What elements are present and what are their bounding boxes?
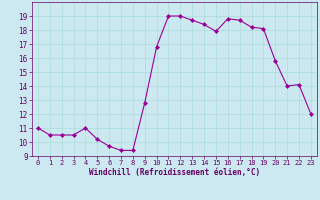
X-axis label: Windchill (Refroidissement éolien,°C): Windchill (Refroidissement éolien,°C) xyxy=(89,168,260,177)
